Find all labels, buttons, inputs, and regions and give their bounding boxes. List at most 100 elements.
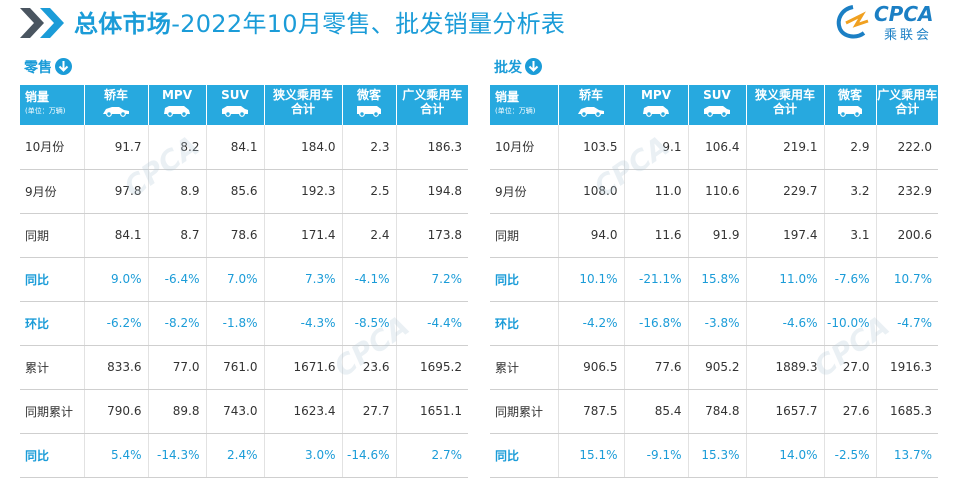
table-cell: 77.6 bbox=[624, 345, 689, 390]
minivan-icon bbox=[825, 103, 876, 117]
table-cell: 232.9 bbox=[876, 169, 938, 214]
table-cell: 85.6 bbox=[206, 169, 265, 214]
table-cell: -3.8% bbox=[688, 301, 747, 346]
mpv-icon bbox=[149, 103, 206, 117]
table-cell: 108.0 bbox=[558, 169, 625, 214]
table-row: 同比 9.0% -6.4% 7.0% 7.3% -4.1% 7.2% bbox=[20, 257, 468, 302]
table-cell: -8.2% bbox=[148, 301, 207, 346]
table-row: 环比 -6.2% -8.2% -1.8% -4.3% -8.5% -4.4% bbox=[20, 301, 468, 346]
table-cell: 9.1 bbox=[624, 125, 689, 170]
table-cell: 1685.3 bbox=[876, 389, 938, 434]
row-label: 环比 bbox=[490, 301, 559, 346]
table-cell: 23.6 bbox=[342, 345, 397, 390]
table-cell: -14.3% bbox=[148, 433, 207, 478]
column-header: 销量 (单位：万辆) bbox=[20, 85, 85, 125]
table-cell: 15.8% bbox=[688, 257, 747, 302]
table-cell: 192.3 bbox=[264, 169, 343, 214]
sedan-icon bbox=[85, 103, 148, 117]
row-label: 同比 bbox=[20, 257, 85, 302]
table-cell: 3.2 bbox=[824, 169, 877, 214]
table-cell: -16.8% bbox=[624, 301, 689, 346]
column-header: SUV bbox=[688, 85, 747, 125]
minivan-icon bbox=[343, 103, 396, 117]
table-cell: 3.1 bbox=[824, 213, 877, 258]
table-row: 同比 10.1% -21.1% 15.8% 11.0% -7.6% 10.7% bbox=[490, 257, 938, 302]
table-cell: 200.6 bbox=[876, 213, 938, 258]
table-row: 同期累计 787.5 85.4 784.8 1657.7 27.6 1685.3 bbox=[490, 389, 938, 434]
table-cell: 1651.1 bbox=[396, 389, 468, 434]
suv-icon bbox=[689, 103, 746, 117]
column-header: 销量 (单位：万辆) bbox=[490, 85, 559, 125]
table-cell: 13.7% bbox=[876, 433, 938, 478]
table-row: 同期 84.1 8.7 78.6 171.4 2.4 173.8 bbox=[20, 213, 468, 258]
table-cell: 7.0% bbox=[206, 257, 265, 302]
table-cell: 186.3 bbox=[396, 125, 468, 170]
page-title: 总体市场-2022年10月零售、批发销量分析表 bbox=[74, 10, 566, 38]
table-cell: -4.6% bbox=[746, 301, 825, 346]
row-label: 环比 bbox=[20, 301, 85, 346]
row-label: 同期累计 bbox=[490, 389, 559, 434]
table-cell: 784.8 bbox=[688, 389, 747, 434]
table-cell: -4.2% bbox=[558, 301, 625, 346]
table-row: 环比 -4.2% -16.8% -3.8% -4.6% -10.0% -4.7% bbox=[490, 301, 938, 346]
column-header: 狭义乘用车 合计 bbox=[746, 85, 825, 125]
table-cell: 7.3% bbox=[264, 257, 343, 302]
table-row: 同期累计 790.6 89.8 743.0 1623.4 27.7 1651.1 bbox=[20, 389, 468, 434]
table-row: 同比 15.1% -9.1% 15.3% 14.0% -2.5% 13.7% bbox=[490, 433, 938, 478]
table-cell: -21.1% bbox=[624, 257, 689, 302]
table-cell: 78.6 bbox=[206, 213, 265, 258]
table-cell: 787.5 bbox=[558, 389, 625, 434]
table-cell: 1889.3 bbox=[746, 345, 825, 390]
table-cell: 761.0 bbox=[206, 345, 265, 390]
table-cell: 10.1% bbox=[558, 257, 625, 302]
table-cell: 833.6 bbox=[84, 345, 149, 390]
column-header: 轿车 bbox=[558, 85, 625, 125]
column-header: 狭义乘用车 合计 bbox=[264, 85, 343, 125]
row-label: 同比 bbox=[20, 433, 85, 478]
table-header-row: 销量 (单位：万辆) 轿车 MPV SUV 狭义乘用车 合计 微客 广义乘用车 合计 bbox=[490, 85, 938, 125]
table-cell: 84.1 bbox=[84, 213, 149, 258]
column-header: SUV bbox=[206, 85, 265, 125]
table-cell: 9.0% bbox=[84, 257, 149, 302]
table-cell: -9.1% bbox=[624, 433, 689, 478]
table-cell: 2.3 bbox=[342, 125, 397, 170]
column-header: MPV bbox=[624, 85, 689, 125]
table-row: 同期 94.0 11.6 91.9 197.4 3.1 200.6 bbox=[490, 213, 938, 258]
table-cell: 27.7 bbox=[342, 389, 397, 434]
table-cell: 8.7 bbox=[148, 213, 207, 258]
table-cell: -8.5% bbox=[342, 301, 397, 346]
table-cell: 222.0 bbox=[876, 125, 938, 170]
table-cell: -6.4% bbox=[148, 257, 207, 302]
retail-table: 销量 (单位：万辆) 轿车 MPV SUV 狭义乘用车 合计 微客 广义乘用车 合计 10月份 91… bbox=[20, 85, 468, 478]
table-cell: 5.4% bbox=[84, 433, 149, 478]
table-cell: 1623.4 bbox=[264, 389, 343, 434]
table-cell: 89.8 bbox=[148, 389, 207, 434]
table-cell: 15.3% bbox=[688, 433, 747, 478]
row-label: 10月份 bbox=[20, 125, 85, 170]
page-header: 总体市场-2022年10月零售、批发销量分析表 CPCA 乘联会 bbox=[0, 0, 960, 46]
table-cell: -6.2% bbox=[84, 301, 149, 346]
table-cell: -7.6% bbox=[824, 257, 877, 302]
row-label: 同期 bbox=[20, 213, 85, 258]
table-cell: -10.0% bbox=[824, 301, 877, 346]
row-label: 9月份 bbox=[20, 169, 85, 214]
column-header: 广义乘用车 合计 bbox=[396, 85, 468, 125]
table-cell: 106.4 bbox=[688, 125, 747, 170]
cpca-logo: CPCA 乘联会 bbox=[832, 2, 950, 44]
table-row: 累计 906.5 77.6 905.2 1889.3 27.0 1916.3 bbox=[490, 345, 938, 390]
table-cell: 77.0 bbox=[148, 345, 207, 390]
table-cell: -4.1% bbox=[342, 257, 397, 302]
row-label: 同比 bbox=[490, 433, 559, 478]
table-cell: 197.4 bbox=[746, 213, 825, 258]
row-label: 同期累计 bbox=[20, 389, 85, 434]
table-cell: 91.9 bbox=[688, 213, 747, 258]
table-cell: 94.0 bbox=[558, 213, 625, 258]
table-cell: 91.7 bbox=[84, 125, 149, 170]
table-row: 同比 5.4% -14.3% 2.4% 3.0% -14.6% 2.7% bbox=[20, 433, 468, 478]
table-cell: 27.0 bbox=[824, 345, 877, 390]
retail-section-label: 零售 bbox=[24, 57, 72, 77]
table-cell: 11.6 bbox=[624, 213, 689, 258]
table-cell: -1.8% bbox=[206, 301, 265, 346]
table-cell: 84.1 bbox=[206, 125, 265, 170]
table-cell: 1657.7 bbox=[746, 389, 825, 434]
